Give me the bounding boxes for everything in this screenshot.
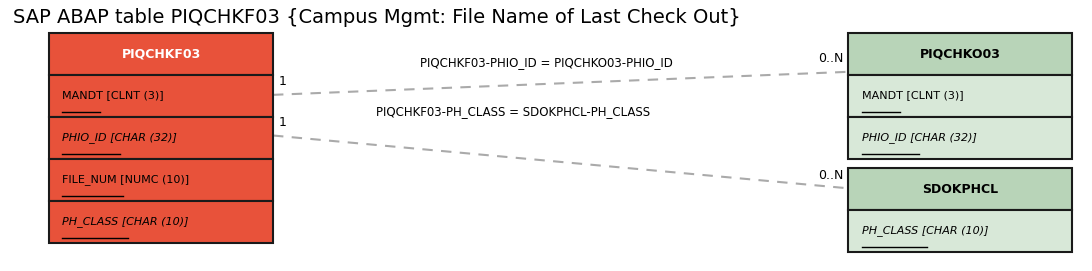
FancyBboxPatch shape (49, 201, 273, 243)
FancyBboxPatch shape (49, 75, 273, 117)
Text: PIQCHKF03-PHIO_ID = PIQCHKO03-PHIO_ID: PIQCHKF03-PHIO_ID = PIQCHKO03-PHIO_ID (419, 56, 673, 69)
FancyBboxPatch shape (848, 117, 1072, 159)
FancyBboxPatch shape (848, 33, 1072, 75)
Text: MANDT [CLNT (3)]: MANDT [CLNT (3)] (862, 91, 963, 101)
Text: 0..N: 0..N (818, 169, 843, 182)
Text: PH_CLASS [CHAR (10)]: PH_CLASS [CHAR (10)] (862, 225, 988, 237)
Text: PHIO_ID [CHAR (32)]: PHIO_ID [CHAR (32)] (862, 132, 976, 143)
Text: 0..N: 0..N (818, 52, 843, 65)
FancyBboxPatch shape (49, 117, 273, 159)
Text: 1: 1 (278, 75, 286, 88)
Text: PIQCHKF03: PIQCHKF03 (121, 47, 201, 60)
Text: PIQCHKF03-PH_CLASS = SDOKPHCL-PH_CLASS: PIQCHKF03-PH_CLASS = SDOKPHCL-PH_CLASS (376, 105, 651, 118)
Text: SAP ABAP table PIQCHKF03 {Campus Mgmt: File Name of Last Check Out}: SAP ABAP table PIQCHKF03 {Campus Mgmt: F… (13, 8, 740, 27)
FancyBboxPatch shape (49, 159, 273, 201)
FancyBboxPatch shape (848, 168, 1072, 210)
Text: SDOKPHCL: SDOKPHCL (923, 183, 998, 195)
Text: PHIO_ID [CHAR (32)]: PHIO_ID [CHAR (32)] (62, 132, 177, 143)
FancyBboxPatch shape (848, 210, 1072, 252)
Text: PH_CLASS [CHAR (10)]: PH_CLASS [CHAR (10)] (62, 216, 189, 227)
Text: PIQCHKO03: PIQCHKO03 (919, 47, 1001, 60)
FancyBboxPatch shape (848, 75, 1072, 117)
Text: MANDT [CLNT (3)]: MANDT [CLNT (3)] (62, 91, 164, 101)
FancyBboxPatch shape (49, 33, 273, 75)
Text: 1: 1 (278, 116, 286, 129)
Text: FILE_NUM [NUMC (10)]: FILE_NUM [NUMC (10)] (62, 174, 189, 185)
